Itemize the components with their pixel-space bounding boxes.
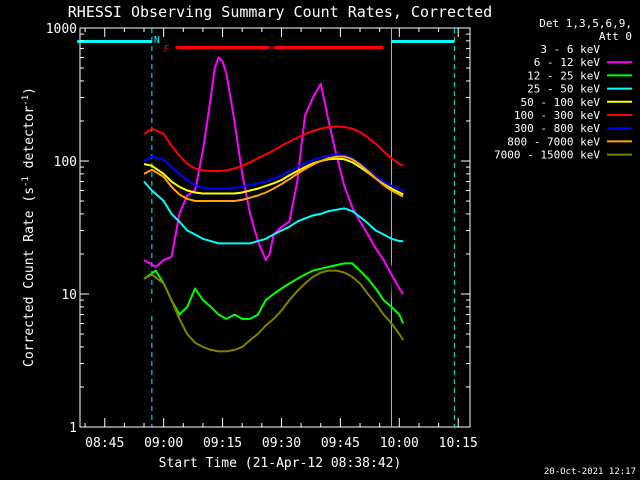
series-line-7000-15000-kev xyxy=(143,269,405,353)
x-axis-label: Start Time (21-Apr-12 08:38:42) xyxy=(159,456,402,471)
legend-label: 7000 - 15000 keV xyxy=(494,149,600,162)
x-tick-label: 09:00 xyxy=(144,436,183,451)
x-tick-label: 09:45 xyxy=(321,436,360,451)
x-tick-label: 09:15 xyxy=(203,436,242,451)
series-line-6-12-kev xyxy=(143,56,405,295)
plot-frame xyxy=(79,27,471,428)
reference-lines xyxy=(151,28,455,427)
x-tick-label: 10:00 xyxy=(380,436,419,451)
y-tick-label: 1 xyxy=(69,421,77,436)
y-tick-label: 100 xyxy=(54,155,77,170)
x-tick-label: 09:30 xyxy=(262,436,301,451)
flare-flag-bar xyxy=(175,46,270,49)
y-tick-label: 1000 xyxy=(46,22,77,37)
series-line-300-800-kev xyxy=(143,153,404,193)
legend-label: 100 - 300 keV xyxy=(514,109,600,122)
legend-header-line-2: Att 0 xyxy=(599,30,632,43)
y-tick-label: 10 xyxy=(61,288,77,303)
legend-label: 3 - 6 keV xyxy=(540,43,600,56)
legend-label: 300 - 800 keV xyxy=(514,122,600,135)
night-flag-label: N xyxy=(154,35,160,46)
legend-label: 25 - 50 keV xyxy=(527,83,600,96)
legend-label: 6 - 12 keV xyxy=(534,56,601,69)
series-line-800-7000-kev xyxy=(143,155,404,202)
legend-header-line-1: Det 1,3,5,6,9, xyxy=(539,17,632,30)
series-line-50-100-kev xyxy=(143,157,404,196)
x-tick-label: 08:45 xyxy=(85,436,124,451)
x-tick-label: 10:15 xyxy=(439,436,478,451)
legend-label: 800 - 7000 keV xyxy=(507,135,600,148)
flare-flag-bar xyxy=(273,46,384,49)
series-line-100-300-kev xyxy=(143,125,404,173)
legend-label: 50 - 100 keV xyxy=(521,96,601,109)
night-flag-bar xyxy=(391,40,455,43)
series-line-12-25-kev xyxy=(143,262,405,324)
series-layer xyxy=(143,56,405,404)
generation-timestamp: 20-Oct-2021 12:17 xyxy=(544,467,636,477)
chart-title: RHESSI Observing Summary Count Rates, Co… xyxy=(68,3,492,21)
flag-bars: NF xyxy=(77,35,455,55)
flare-flag-label: F xyxy=(163,44,169,55)
series-line-3-6-kev xyxy=(143,75,405,404)
x-axis: 08:45 09:00 09:15 09:30 09:45 10:00 10:15 xyxy=(84,28,478,451)
night-flag-bar xyxy=(77,40,152,43)
y-axis: 1 10 100 1000 xyxy=(46,22,470,436)
legend-label: 12 - 25 keV xyxy=(527,69,600,82)
y-axis-label: Corrected Count Rate (s-1 detector-1) xyxy=(21,87,37,367)
series-line-25-50-kev xyxy=(143,180,404,245)
